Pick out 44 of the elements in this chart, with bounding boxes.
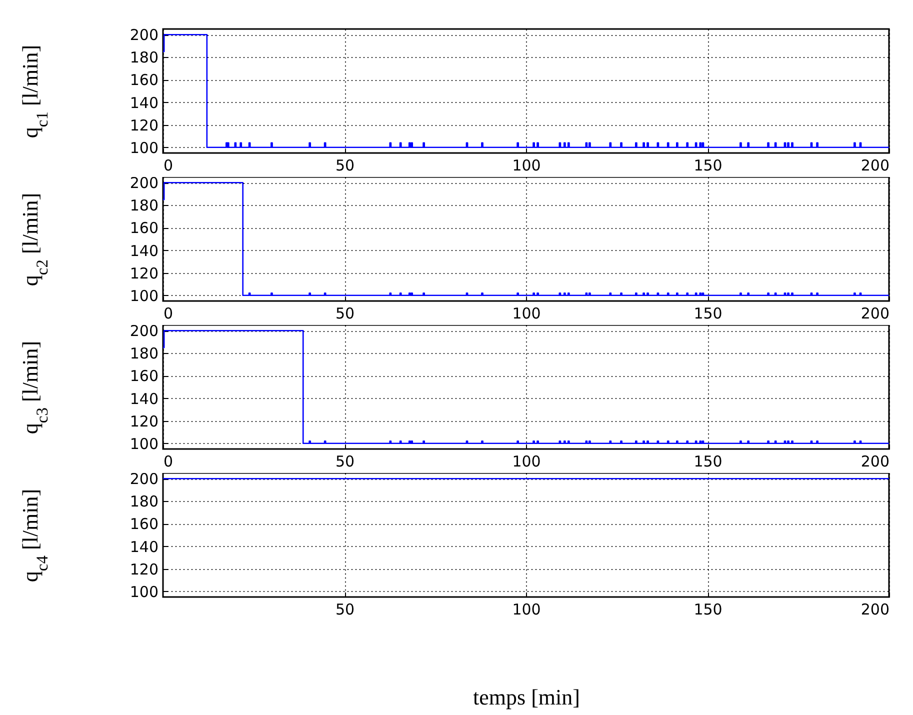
x-tick-label: 200	[860, 304, 890, 322]
y-tick-label: 160	[130, 71, 158, 90]
y-tick-label: 160	[130, 219, 158, 238]
y-tick-label: 200	[130, 26, 158, 44]
x-tick-label: 50	[335, 600, 355, 618]
x-tick-label: 100	[512, 304, 541, 322]
y-tick-label: 100	[130, 582, 158, 601]
y-tick-label: 140	[130, 94, 158, 112]
y-tick-label: 140	[130, 538, 158, 556]
y-tick-label: 100	[130, 434, 158, 453]
x-tick-label: 100	[512, 600, 541, 618]
y-tick-label: 180	[130, 196, 158, 215]
y-tick-label: 200	[130, 322, 158, 340]
x-tick-label: 50	[335, 304, 355, 322]
y-tick-label: 180	[130, 492, 158, 511]
x-tick-label: 150	[694, 600, 722, 618]
x-tick-label: 50	[335, 452, 355, 470]
x-tick-label: 100	[512, 452, 541, 470]
y-tick-label: 160	[130, 515, 158, 534]
y-tick-label: 180	[130, 344, 158, 363]
x-tick-label: 0	[164, 304, 174, 322]
y-tick-label: 120	[130, 264, 158, 282]
x-tick-label: 200	[860, 452, 890, 470]
y-tick-label: 140	[130, 242, 158, 260]
y-tick-label: 200	[130, 174, 158, 192]
y-tick-label: 120	[130, 116, 158, 134]
x-tick-label: 200	[860, 156, 890, 174]
x-tick-label: 50	[335, 156, 355, 174]
y-tick-label: 120	[130, 412, 158, 430]
y-tick-label: 140	[130, 390, 158, 408]
x-tick-label: 0	[164, 156, 174, 174]
x-tick-label: 150	[694, 304, 722, 322]
x-tick-label: 150	[694, 452, 722, 470]
x-tick-label: 200	[860, 600, 890, 618]
x-tick-label: 100	[512, 156, 541, 174]
x-tick-label: 0	[164, 452, 174, 470]
y-tick-label: 100	[130, 138, 158, 157]
y-tick-label: 100	[130, 286, 158, 305]
x-axis-title: temps [min]	[473, 684, 580, 710]
y-tick-label: 120	[130, 560, 158, 578]
y-tick-label: 180	[130, 48, 158, 67]
y-tick-label: 200	[130, 470, 158, 488]
x-tick-label: 150	[694, 156, 722, 174]
y-tick-label: 160	[130, 367, 158, 386]
